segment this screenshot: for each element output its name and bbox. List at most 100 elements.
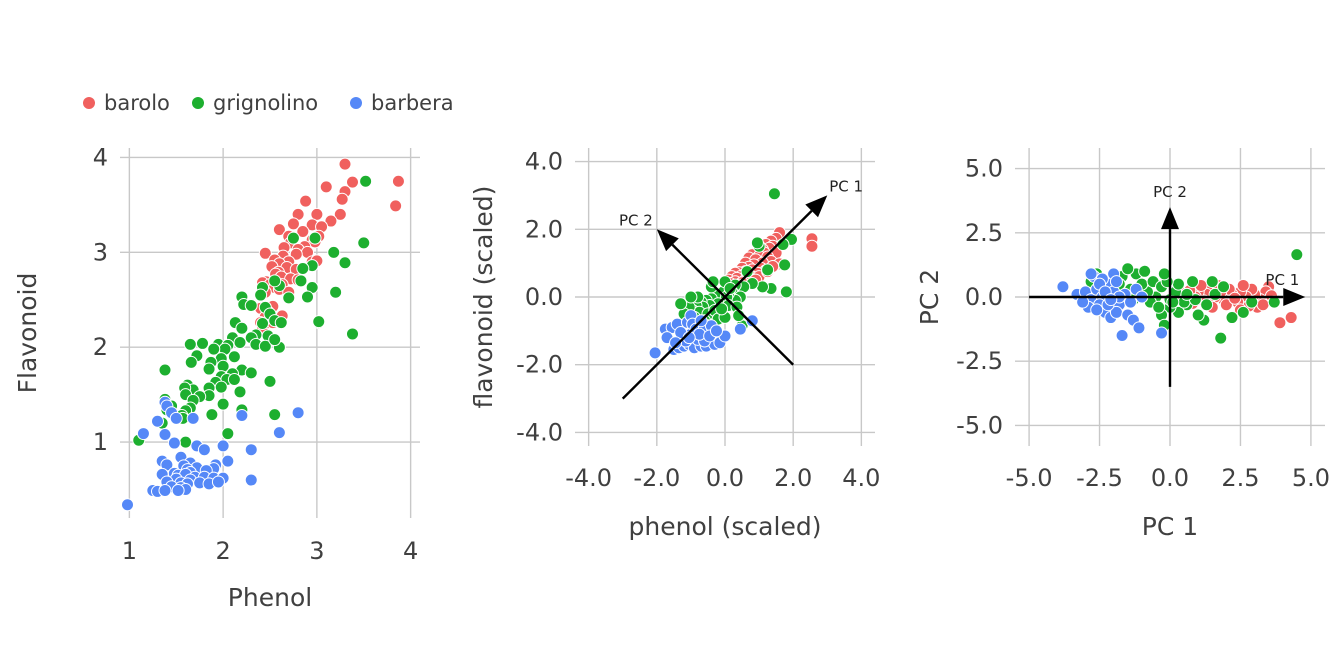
data-point-grignolino [221, 427, 235, 441]
legend-label-barbera: barbera [371, 91, 454, 115]
data-point-grignolino [1186, 275, 1200, 289]
data-point-grignolino [207, 342, 221, 356]
data-point-barolo [346, 175, 359, 189]
data-point-grignolino [296, 261, 310, 275]
x-tick-label: -4.0 [565, 464, 612, 492]
data-point-grignolino [1205, 275, 1219, 289]
data-point-barbera [272, 426, 286, 440]
data-point-barbera [1115, 329, 1129, 343]
data-point-barolo [335, 192, 349, 206]
data-point-grignolino [1191, 308, 1205, 322]
y-tick-label: 2.5 [965, 219, 1003, 247]
data-point-barolo [1284, 311, 1298, 325]
data-point-barbera [244, 443, 258, 457]
y-tick-label: 0.0 [965, 283, 1003, 311]
data-point-grignolino [263, 374, 277, 388]
data-point-barbera [1104, 293, 1118, 307]
legend-label-grignolino: grignolino [213, 91, 318, 115]
data-point-barbera [121, 498, 134, 512]
data-point-barbera [1109, 275, 1123, 289]
data-point-barolo [296, 224, 310, 238]
data-point-barbera [235, 409, 249, 423]
y-axis-label: PC 2 [915, 269, 944, 325]
pc-arrow-head [1161, 207, 1179, 230]
y-tick-label: -2.5 [956, 347, 1003, 375]
legend-marker-barbera [350, 97, 362, 109]
data-point-barbera [186, 411, 200, 425]
data-point-grignolino [294, 274, 308, 288]
data-point-grignolino [329, 285, 343, 299]
x-tick-label: 3 [309, 537, 324, 565]
data-point-grignolino [715, 302, 729, 316]
y-axis-label: Flavonoid [13, 273, 42, 394]
x-tick-label: 2 [215, 537, 230, 565]
data-point-barolo [286, 217, 300, 231]
data-point-grignolino [346, 327, 359, 341]
pc-arrow-shaft [621, 210, 813, 400]
y-tick-label: 2 [93, 333, 108, 361]
data-point-grignolino [359, 174, 373, 188]
data-point-grignolino [1214, 331, 1228, 345]
data-point-grignolino [740, 265, 754, 279]
legend-marker-barolo [83, 97, 95, 109]
data-point-barolo [299, 194, 313, 208]
data-point-grignolino [778, 258, 792, 272]
y-tick-label: 3 [93, 238, 108, 266]
data-point-grignolino [258, 339, 272, 353]
data-point-grignolino [268, 408, 282, 422]
data-point-grignolino [183, 337, 197, 351]
data-point-grignolino [202, 362, 216, 376]
data-point-grignolino [286, 231, 300, 245]
data-point-grignolino [1290, 248, 1304, 262]
data-point-grignolino [274, 316, 288, 330]
data-point-barbera [291, 406, 305, 420]
x-tick-label: 2.0 [774, 464, 812, 492]
data-point-grignolino [227, 372, 241, 386]
data-point-grignolino [357, 236, 371, 250]
data-point-barbera [733, 322, 747, 336]
data-point-barbera [221, 454, 235, 468]
data-point-grignolino [750, 236, 764, 250]
data-point-grignolino [761, 263, 775, 277]
data-point-barolo [1273, 316, 1287, 330]
y-tick-label: -5.0 [956, 411, 1003, 439]
data-point-grignolino [268, 333, 282, 347]
data-point-grignolino [196, 336, 209, 350]
data-point-grignolino [1200, 298, 1214, 312]
pc-arrow-label: PC 2 [1153, 183, 1187, 201]
data-point-barbera [158, 428, 172, 442]
data-point-barbera [158, 483, 172, 497]
y-tick-label: -2.0 [516, 351, 563, 379]
data-point-barbera [167, 436, 181, 450]
x-tick-label: -2.0 [633, 464, 680, 492]
y-tick-label: -4.0 [516, 418, 563, 446]
data-point-barolo [391, 174, 405, 188]
data-point-barolo [389, 199, 403, 213]
x-axis-label: Phenol [228, 583, 312, 612]
data-point-barbera [1056, 280, 1070, 294]
data-point-grignolino [767, 187, 781, 201]
scatter-panel-scaled: -4.0 -2.0 0.0 2.0 4.0 -4.0 -2.0 0.0 2.0 4.0 phenol… [469, 148, 880, 541]
data-point-grignolino [327, 245, 341, 259]
data-point-grignolino [1121, 262, 1135, 276]
data-point-grignolino [308, 231, 322, 245]
data-point-barolo [1236, 278, 1250, 292]
data-point-barbera [709, 324, 723, 338]
data-point-barolo [805, 239, 819, 253]
data-point-grignolino [1157, 267, 1171, 281]
data-point-barbera [1155, 326, 1169, 340]
y-tick-label: 0.0 [525, 283, 563, 311]
x-tick-label: -5.0 [1006, 464, 1053, 492]
pc-arrow-head [656, 229, 679, 252]
data-point-barolo [324, 214, 338, 228]
data-point-barolo [272, 223, 286, 237]
data-point-grignolino [1171, 277, 1185, 291]
data-point-grignolino [268, 274, 282, 288]
y-tick-label: 1 [93, 428, 108, 456]
data-point-grignolino [158, 363, 172, 377]
scatter-panel-pca: -5.0 -2.5 0.0 2.5 5.0 -5.0 -2.5 0.0 2.5 5.0 PC 1 PC… [915, 148, 1330, 541]
data-point-grignolino [179, 435, 193, 449]
data-point-grignolino [684, 290, 698, 304]
x-axis-label: PC 1 [1142, 512, 1198, 541]
data-point-grignolino [301, 290, 314, 304]
